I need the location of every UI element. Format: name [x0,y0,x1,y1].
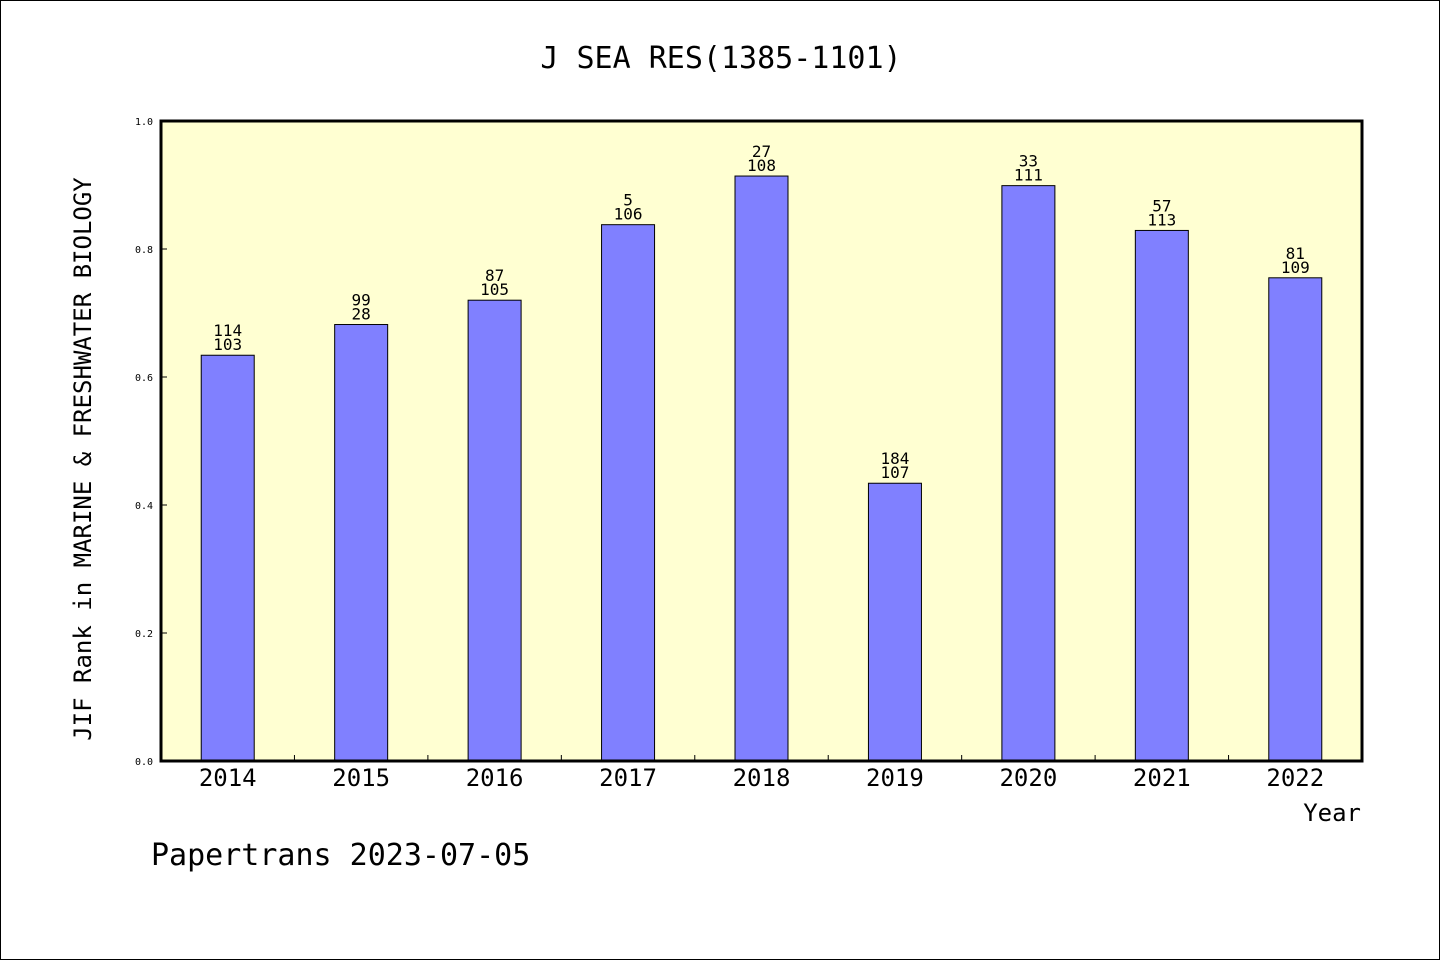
x-tick-label: 2014 [199,764,257,792]
x-tick-label: 2020 [999,764,1057,792]
bar-label-top: 81 [1286,244,1305,263]
x-axis-label: Year [1303,799,1361,827]
x-tick-label: 2022 [1266,764,1324,792]
bar-label-top: 184 [880,449,909,468]
footer-text: Papertrans 2023-07-05 [151,838,530,873]
y-axis-label: JIF Rank in MARINE & FRESHWATER BIOLOGY [69,177,97,741]
bar-label-bottom: 111 [1014,166,1043,185]
x-tick-label: 2016 [466,764,524,792]
x-tick-label: 2015 [332,764,390,792]
x-tick-labels: 2014 2015 2016 2017 2018 2019 2020 2021 2022 [199,764,1324,792]
bar-2015 [334,324,389,762]
bar-label-top: 87 [485,266,504,285]
plot-border [159,119,1364,763]
bar-label-bottom: 28 [352,305,371,324]
bars [200,175,1323,762]
bar-label-top: 114 [213,321,242,340]
bar-label-bottom: 113 [1147,210,1176,229]
bar-label-top: 27 [752,142,771,161]
bar-label-bottom: 108 [747,156,776,175]
y-tick-label: 0.6 [135,373,153,384]
y-tick-label: 0.0 [135,757,153,768]
y-tick-labels: 0.0 0.2 0.4 0.6 0.8 1.0 [135,117,153,768]
bar-2020 [1001,185,1056,762]
y-tick-label: 0.2 [135,629,153,640]
bar-label-bottom: 109 [1281,258,1310,277]
bar-2022 [1268,277,1323,762]
y-tick-label: 0.4 [135,501,153,512]
bar-label-bottom: 103 [213,335,242,354]
bar-label-top: 5 [623,191,633,210]
bar-label-bottom: 105 [480,280,509,299]
x-tick-label: 2021 [1133,764,1191,792]
bar-label-top: 33 [1019,152,1038,171]
bar-2014 [200,354,255,762]
bar-label-top: 57 [1152,196,1171,215]
x-tick-label: 2019 [866,764,924,792]
y-tick-label: 1.0 [135,117,153,128]
bar-label-bottom: 107 [880,463,909,482]
bar-2018 [734,175,789,762]
x-tick-label: 2017 [599,764,657,792]
bar-2017 [601,224,656,762]
y-tick-label: 0.8 [135,245,153,256]
bar-2021 [1134,229,1189,762]
chart-title: J SEA RES(1385-1101) [540,41,901,76]
bar-2016 [467,299,522,762]
bar-2019 [867,482,922,762]
x-tick-label: 2018 [733,764,791,792]
bar-label-top: 99 [352,291,371,310]
bar-label-bottom: 106 [614,205,643,224]
